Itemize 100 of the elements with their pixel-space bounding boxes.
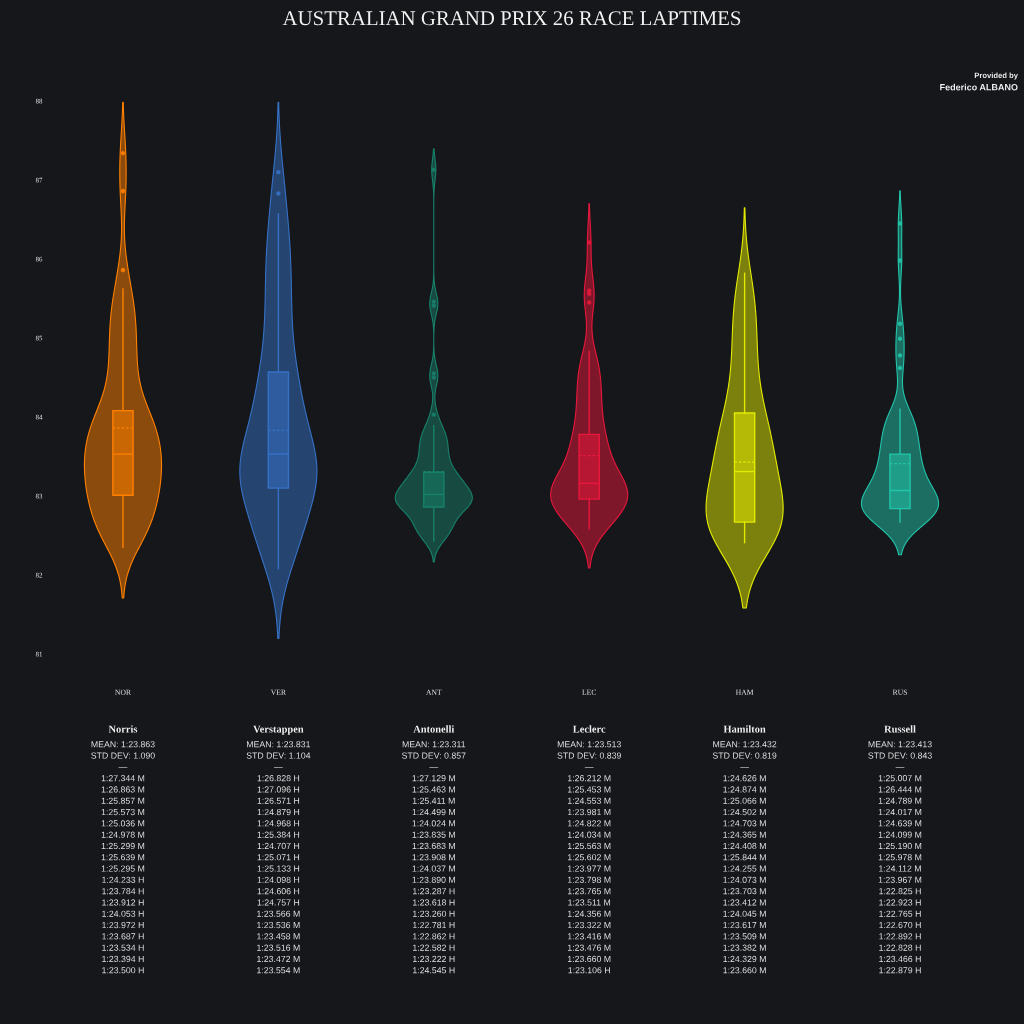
text: Federico ALBANO <box>940 83 1018 91</box>
text: 1:25.071 H <box>257 854 300 861</box>
text: 1:24.073 M <box>723 876 766 883</box>
text: — <box>584 767 594 768</box>
text: 1:22.862 H <box>413 933 455 940</box>
text: Leclerc <box>572 725 606 733</box>
text: 1:27.344 M <box>101 775 145 782</box>
chart-title: AUSTRALIAN GRAND PRIX 26 RACE LAPTIMES <box>282 11 741 26</box>
text: 1:26.571 H <box>257 797 300 804</box>
text: 1:25.602 M <box>567 854 611 861</box>
text: 1:24.626 M <box>723 775 766 782</box>
text: STD DEV: 0.857 <box>402 752 466 759</box>
text: 1:23.912 H <box>102 899 144 906</box>
text: 1:24.037 M <box>412 865 455 872</box>
text: STD DEV: 1.090 <box>91 752 155 759</box>
text: 1:24.757 H <box>257 899 300 906</box>
text: MEAN: 1:23.413 <box>868 741 932 748</box>
text: 1:23.617 M <box>723 921 766 929</box>
text: 1:23.416 M <box>567 933 611 940</box>
text: 1:24.408 M <box>723 842 766 850</box>
text: 1:27.096 H <box>257 786 300 793</box>
text: Russell <box>884 725 916 733</box>
text: Norris <box>108 725 138 733</box>
text: — <box>895 767 905 768</box>
text: 1:26.444 M <box>878 786 922 793</box>
text: Hamilton <box>723 725 766 733</box>
text: 1:23.106 H <box>568 967 610 974</box>
text: 1:25.563 M <box>567 842 611 850</box>
text: 1:24.822 M <box>567 820 611 827</box>
text: 1:24.098 H <box>257 876 300 883</box>
text: 1:22.879 H <box>879 967 921 974</box>
text: 1:25.299 M <box>101 842 145 850</box>
text: 1:22.582 H <box>413 944 455 951</box>
text: 1:24.968 H <box>257 820 300 827</box>
text: 1:27.129 M <box>412 775 455 782</box>
text: 1:24.365 M <box>723 831 766 838</box>
text: 1:24.545 H <box>413 967 455 974</box>
text: 1:24.024 M <box>412 820 455 827</box>
text: 1:22.765 H <box>879 910 921 917</box>
text: 1:23.687 H <box>102 933 144 940</box>
text: 1:23.534 H <box>102 944 144 951</box>
text: 1:26.212 M <box>567 775 611 782</box>
text: 1:22.825 H <box>879 888 921 895</box>
text: 1:24.045 M <box>723 910 766 917</box>
text: 1:23.287 H <box>413 888 455 895</box>
text: 1:23.981 M <box>567 808 611 816</box>
text: 1:24.789 M <box>878 797 922 804</box>
text: 1:24.502 M <box>723 808 766 816</box>
text: 1:25.463 M <box>412 786 455 793</box>
text: 1:23.835 M <box>412 831 455 838</box>
text: 1:24.553 M <box>567 797 611 804</box>
text: 1:23.509 M <box>723 933 766 940</box>
text: 1:23.660 M <box>567 955 611 963</box>
text: 1:23.412 M <box>723 899 766 906</box>
text: 1:24.879 H <box>257 808 300 816</box>
text: 1:25.639 M <box>101 854 145 861</box>
text: 1:24.255 M <box>723 865 766 872</box>
text: 1:25.190 M <box>878 842 922 850</box>
text: 1:25.453 M <box>567 786 611 793</box>
text: 1:23.466 H <box>879 955 921 963</box>
text: 1:25.411 M <box>412 797 455 804</box>
text: 1:23.260 H <box>413 910 455 917</box>
text: 1:23.967 M <box>878 876 922 883</box>
text: 1:23.660 M <box>723 967 766 974</box>
text: MEAN: 1:23.311 <box>402 741 466 748</box>
text: MEAN: 1:23.513 <box>557 741 621 748</box>
text: 1:24.099 M <box>878 831 922 838</box>
text: 1:23.382 M <box>723 944 766 951</box>
text: 1:23.472 M <box>257 955 300 963</box>
text: MEAN: 1:23.863 <box>91 741 155 748</box>
text: 1:23.516 M <box>257 944 300 951</box>
text: 1:22.892 H <box>879 933 921 940</box>
text: 1:23.394 H <box>102 955 144 963</box>
text: 1:23.972 H <box>102 921 144 929</box>
text: 1:23.784 H <box>102 888 144 895</box>
text: 1:24.017 M <box>878 808 922 816</box>
text: — <box>429 767 439 768</box>
text: 1:26.828 H <box>257 775 300 782</box>
text: 1:24.233 H <box>102 876 144 883</box>
text: — <box>740 767 749 768</box>
text: 1:25.857 M <box>101 797 145 804</box>
text: MEAN: 1:23.831 <box>246 741 311 748</box>
text: 1:23.798 M <box>567 876 611 883</box>
text: 1:23.683 M <box>412 842 455 850</box>
text: STD DEV: 0.839 <box>557 752 621 759</box>
text: 1:25.573 M <box>101 808 145 816</box>
text: 1:24.034 M <box>567 831 611 838</box>
text: — <box>118 767 128 768</box>
text: 1:24.978 M <box>101 831 145 838</box>
text: 1:23.890 M <box>412 876 455 883</box>
text: 1:25.036 M <box>101 820 145 827</box>
text: 1:24.639 M <box>878 820 922 827</box>
text: Verstappen <box>253 725 304 735</box>
text: 1:25.007 M <box>878 775 922 782</box>
text: 1:23.977 M <box>567 865 611 872</box>
text: 1:23.511 M <box>568 899 611 906</box>
text: 1:24.053 H <box>102 910 144 917</box>
text: 1:24.606 H <box>257 888 300 895</box>
text: STD DEV: 0.819 <box>712 752 777 759</box>
text: 1:23.476 M <box>567 944 611 951</box>
